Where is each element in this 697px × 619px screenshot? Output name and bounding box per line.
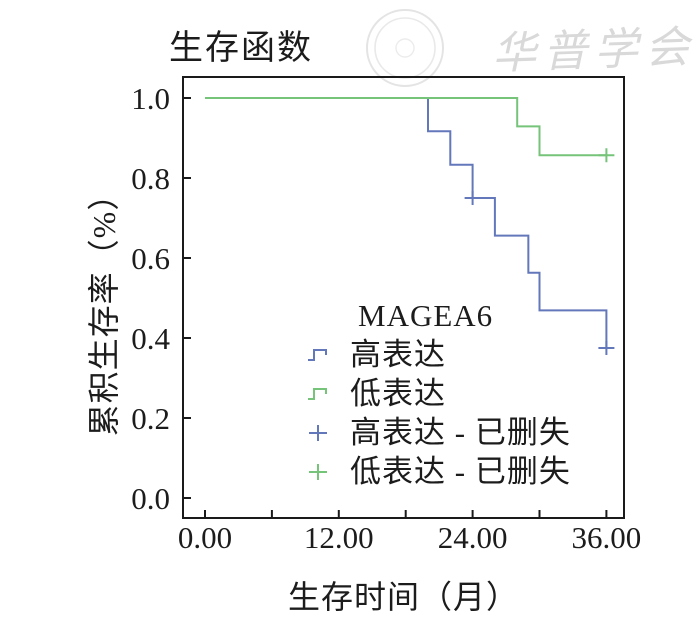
censor-mark-low [598, 148, 615, 163]
y-tick-label: 0.4 [131, 321, 170, 356]
censor-mark-high [464, 191, 481, 205]
y-tick-label: 0.6 [131, 241, 170, 276]
plus-censor-icon [306, 420, 350, 446]
x-tick-label: 24.00 [438, 520, 508, 555]
legend-label: 高表达 [350, 337, 446, 372]
legend-title: MAGEA6 [358, 298, 494, 333]
censor-mark-high [598, 341, 615, 355]
legend-item-low-censored: 低表达 - 已删失 [306, 452, 571, 491]
legend-item-high-censored: 高表达 - 已删失 [306, 413, 571, 452]
step-line-icon [306, 381, 350, 407]
plot-border [182, 76, 625, 519]
legend: MAGEA6 高表达 低表达 高表达 - 已删失 低表达 - 已删失 [306, 296, 571, 491]
legend-item-high: 高表达 [306, 335, 571, 374]
x-tick-label: 36.00 [572, 520, 642, 555]
y-tick-label: 1.0 [131, 81, 170, 116]
legend-label: 高表达 - 已删失 [350, 415, 571, 450]
legend-label: 低表达 [350, 376, 446, 411]
x-tick-label: 0.00 [178, 520, 232, 555]
legend-label: 低表达 - 已删失 [350, 454, 571, 489]
survival-curve-low [205, 97, 607, 157]
survival-curve-high [205, 97, 608, 348]
y-tick-label: 0.8 [131, 161, 170, 196]
plus-censor-icon [306, 459, 350, 485]
x-axis-title: 生存时间（月） [287, 579, 519, 615]
x-tick-label: 12.00 [304, 520, 374, 555]
step-line-icon [306, 342, 350, 368]
legend-item-low: 低表达 [306, 374, 571, 413]
y-tick-label: 0.2 [131, 401, 170, 436]
chart-title: 生存函数 [169, 30, 313, 67]
y-tick-label: 0.0 [131, 481, 170, 516]
y-axis-title: 累积生存率（%） [86, 177, 122, 437]
